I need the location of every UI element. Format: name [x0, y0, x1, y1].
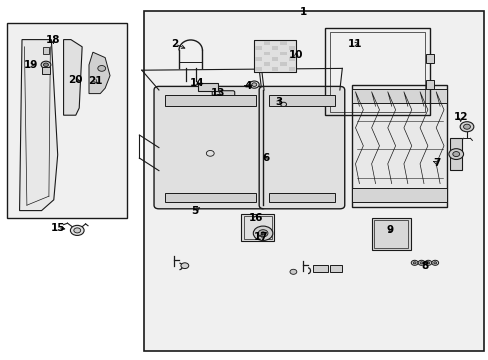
Bar: [271, 46, 278, 50]
Circle shape: [448, 149, 463, 159]
Bar: [280, 62, 286, 66]
Text: 6: 6: [262, 153, 268, 163]
Text: 13: 13: [210, 88, 224, 98]
Bar: [254, 40, 295, 72]
Bar: [329, 265, 342, 272]
Text: 18: 18: [45, 35, 60, 45]
Bar: [271, 57, 278, 61]
Bar: [263, 62, 269, 66]
Text: 9: 9: [386, 225, 393, 235]
Circle shape: [433, 262, 436, 264]
Text: 16: 16: [248, 213, 263, 223]
Bar: [164, 95, 255, 106]
Bar: [271, 67, 278, 71]
Bar: [164, 193, 255, 202]
Bar: [288, 67, 294, 71]
Bar: [351, 85, 447, 207]
Bar: [241, 214, 274, 241]
Bar: [243, 216, 271, 239]
Bar: [312, 265, 327, 272]
Bar: [263, 41, 269, 45]
Text: 11: 11: [347, 39, 362, 49]
Text: 15: 15: [50, 222, 65, 233]
Text: 20: 20: [68, 75, 83, 85]
Text: 8: 8: [421, 261, 428, 271]
Bar: [42, 67, 50, 74]
Text: 17: 17: [253, 232, 267, 242]
Bar: [351, 188, 447, 202]
Text: 5: 5: [191, 206, 198, 216]
Circle shape: [289, 269, 296, 274]
Bar: [255, 67, 261, 71]
Circle shape: [74, 228, 81, 233]
Circle shape: [410, 260, 417, 265]
Text: 12: 12: [452, 112, 467, 122]
Bar: [426, 54, 433, 63]
Polygon shape: [63, 40, 82, 115]
Bar: [373, 220, 407, 248]
Circle shape: [258, 230, 267, 237]
FancyBboxPatch shape: [212, 91, 234, 102]
FancyBboxPatch shape: [154, 86, 266, 209]
Bar: [144, 11, 483, 351]
Bar: [198, 83, 217, 91]
Text: 2: 2: [171, 39, 178, 49]
Circle shape: [459, 122, 473, 132]
Bar: [7, 23, 127, 218]
Text: 3: 3: [275, 96, 282, 107]
Circle shape: [249, 81, 259, 88]
Text: 1: 1: [299, 6, 306, 17]
FancyBboxPatch shape: [259, 86, 344, 209]
Bar: [371, 218, 410, 250]
Bar: [280, 41, 286, 45]
Circle shape: [412, 262, 415, 264]
Circle shape: [417, 260, 424, 265]
Polygon shape: [89, 52, 110, 94]
Bar: [288, 46, 294, 50]
Bar: [426, 80, 433, 89]
Bar: [268, 193, 334, 202]
Circle shape: [261, 232, 264, 235]
Text: 21: 21: [88, 76, 102, 86]
Circle shape: [253, 226, 272, 240]
Circle shape: [431, 260, 438, 265]
Circle shape: [181, 263, 188, 269]
Circle shape: [280, 102, 286, 107]
Circle shape: [41, 61, 51, 68]
Circle shape: [43, 63, 48, 67]
Bar: [449, 138, 461, 170]
Text: 10: 10: [288, 50, 303, 60]
Circle shape: [98, 66, 105, 71]
Bar: [280, 51, 286, 55]
Text: 4: 4: [244, 81, 251, 91]
Bar: [43, 47, 49, 54]
Bar: [329, 32, 425, 112]
Text: 19: 19: [23, 60, 38, 70]
Circle shape: [452, 152, 459, 157]
Polygon shape: [20, 40, 58, 211]
Text: 7: 7: [432, 158, 440, 168]
Circle shape: [463, 124, 469, 129]
Circle shape: [426, 262, 429, 264]
Circle shape: [70, 225, 84, 235]
Text: 14: 14: [189, 78, 204, 88]
Bar: [351, 89, 447, 103]
Bar: [263, 51, 269, 55]
Bar: [268, 95, 334, 106]
Bar: [255, 57, 261, 61]
Bar: [288, 57, 294, 61]
Bar: [325, 28, 429, 115]
Circle shape: [251, 83, 256, 86]
Circle shape: [424, 260, 431, 265]
Circle shape: [419, 262, 422, 264]
Bar: [255, 46, 261, 50]
